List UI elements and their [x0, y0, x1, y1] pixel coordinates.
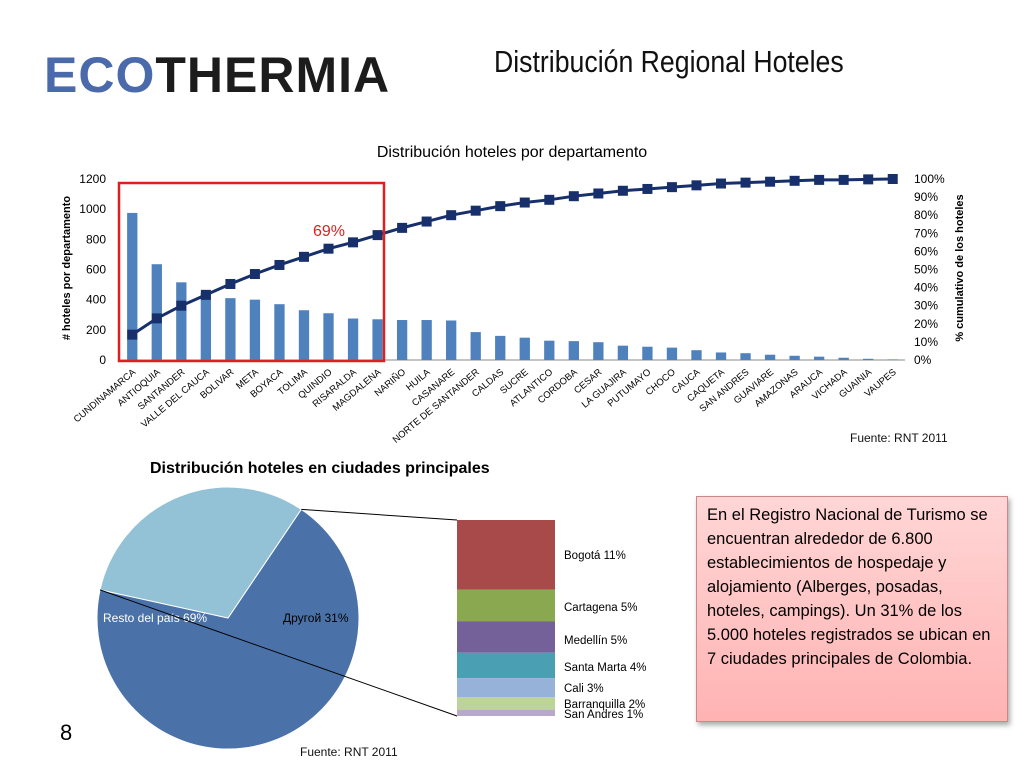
y-tick-label: 1200: [79, 172, 106, 186]
y-tick-label: 1000: [79, 202, 106, 216]
bar: [789, 355, 800, 360]
bar: [764, 354, 776, 360]
cumulative-point: [617, 185, 628, 196]
bar: [813, 356, 825, 360]
bar: [838, 357, 849, 360]
slide-number: 8: [60, 720, 73, 745]
bar: [495, 335, 506, 360]
bar: [200, 292, 212, 360]
y2-tick-label: 40%: [914, 281, 938, 295]
bar: [617, 345, 629, 360]
cumulative-point: [151, 313, 162, 324]
bar: [544, 340, 555, 360]
logo-thermia-text: THERMIA: [155, 47, 391, 103]
bar: [396, 320, 408, 360]
cumulative-point: [470, 205, 481, 216]
logo-eco-text: ECO: [44, 47, 156, 103]
cumulative-point: [298, 251, 309, 262]
cumulative-point: [446, 210, 457, 221]
cumulative-point: [176, 300, 187, 311]
cumulative-point: [666, 182, 677, 193]
cumulative-point: [642, 183, 653, 194]
cumulative-point: [544, 194, 555, 205]
cumulative-point: [397, 222, 408, 233]
cumulative-point: [519, 197, 530, 208]
cumulative-point: [765, 176, 776, 187]
bar: [151, 264, 162, 360]
bar: [446, 320, 457, 360]
highlight-annotation: 69%: [313, 223, 345, 240]
y2-tick-label: 60%: [914, 244, 938, 258]
bar: [863, 358, 874, 360]
y-tick-label: 600: [86, 263, 106, 277]
y-tick-label: 400: [86, 293, 106, 307]
bar: [470, 332, 481, 360]
bar-chart-title: Distribución hoteles por departamento: [377, 144, 647, 161]
cumulative-point: [274, 259, 285, 270]
bar: [593, 342, 604, 360]
slide-title: Distribución Regional Hoteles: [494, 44, 844, 79]
y-tick-label: 800: [86, 232, 106, 246]
bar: [666, 347, 678, 360]
bar: [519, 337, 530, 360]
bar: [225, 298, 236, 360]
cumulative-point: [323, 243, 334, 254]
y-tick-label: 200: [86, 323, 106, 337]
bar: [127, 212, 138, 360]
bar: [274, 304, 285, 360]
bar: [421, 320, 432, 360]
cumulative-point: [348, 237, 359, 248]
y2-tick-label: 30%: [914, 299, 938, 313]
y2-tick-label: 10%: [914, 335, 938, 349]
bar: [323, 313, 334, 360]
cumulative-point: [863, 174, 874, 185]
cumulative-point: [127, 329, 138, 340]
bar: [715, 352, 727, 360]
cumulative-point: [568, 191, 579, 202]
bar: [176, 282, 187, 360]
y2-tick-label: 20%: [914, 317, 938, 331]
cumulative-point: [200, 289, 211, 300]
y2-tick-label: 100%: [914, 172, 945, 186]
cumulative-point: [814, 174, 825, 185]
bar: [249, 299, 261, 360]
y2-axis-title: % cumulativo de los hoteles: [954, 194, 966, 341]
bar: [298, 310, 310, 360]
y2-tick-label: 50%: [914, 263, 938, 277]
bar: [691, 350, 702, 360]
bar-chart-source: Fuente: RNT 2011: [850, 431, 948, 445]
pie-chart-source: Fuente: RNT 2011: [300, 745, 398, 759]
y2-tick-label: 0%: [914, 353, 932, 367]
cumulative-point: [421, 216, 432, 227]
info-note: En el Registro Nacional de Turismo se en…: [696, 496, 1008, 722]
cumulative-point: [495, 201, 506, 212]
cumulative-point: [372, 230, 383, 241]
bar: [568, 341, 579, 360]
cumulative-point: [716, 178, 727, 189]
ecothermia-logo: ECOTHERMIA: [44, 50, 390, 100]
bar: [372, 319, 383, 360]
cumulative-point: [249, 269, 260, 280]
y-axis-title: # hoteles por departamento: [61, 196, 73, 341]
y2-tick-label: 90%: [914, 190, 938, 204]
cumulative-point: [225, 278, 236, 289]
pie-chart-title: Distribución hoteles en ciudades princip…: [150, 460, 490, 477]
highlight-box: [117, 181, 386, 363]
cumulative-point: [691, 180, 702, 191]
cumulative-point: [740, 177, 751, 188]
cumulative-line: [131, 177, 893, 336]
cumulative-point: [593, 188, 604, 199]
bar: [887, 359, 898, 360]
cumulative-point: [789, 175, 800, 186]
cumulative-point: [887, 174, 898, 184]
bar: [642, 346, 653, 360]
y2-tick-label: 70%: [914, 226, 938, 240]
bar: [347, 318, 359, 360]
y2-tick-label: 80%: [914, 208, 938, 222]
cumulative-point: [838, 174, 849, 185]
bar: [740, 353, 751, 360]
y-tick-label: 0: [99, 353, 106, 367]
